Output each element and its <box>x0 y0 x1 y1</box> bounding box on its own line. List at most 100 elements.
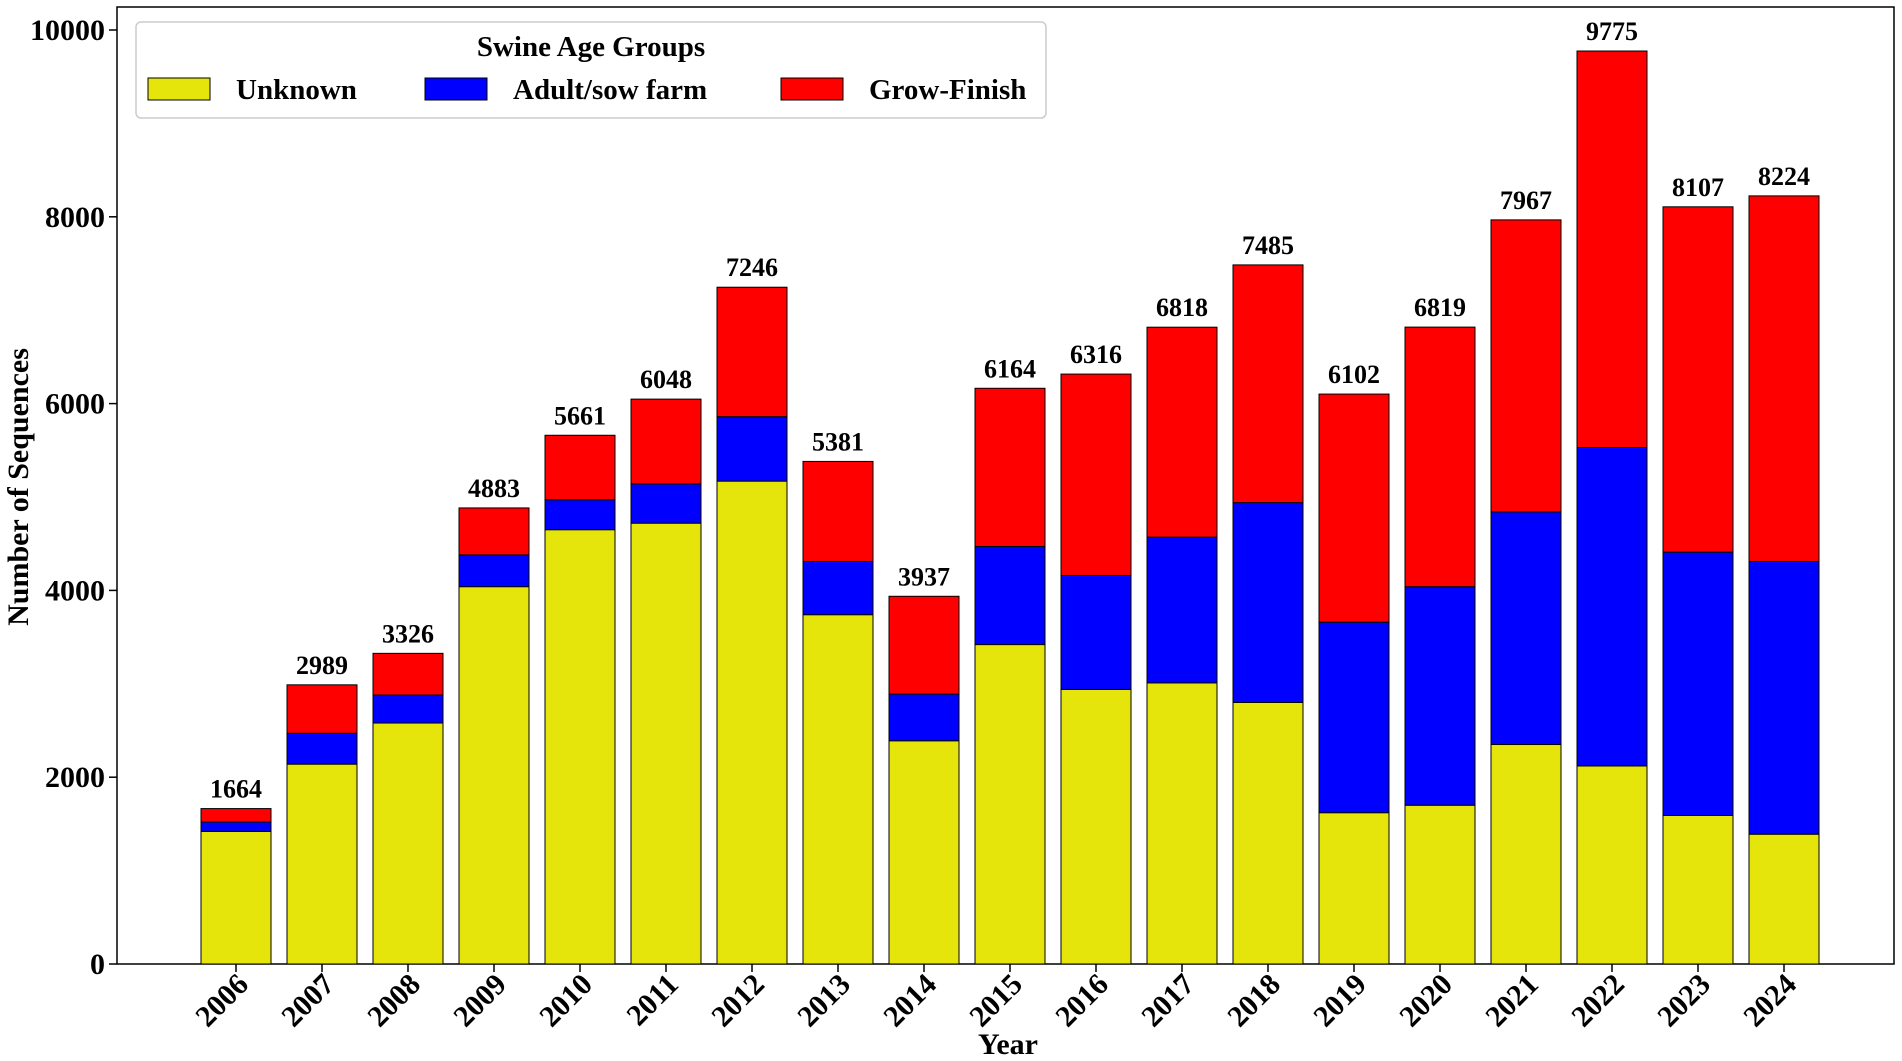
bar-segment-adult-sow-farm-2007 <box>286 732 358 765</box>
bar-segment-unknown-2008 <box>372 722 444 965</box>
bar-segment-unknown-2013 <box>802 614 874 965</box>
bar-segment-grow-finish-2011 <box>630 398 702 485</box>
total-label-2015: 6164 <box>984 354 1036 383</box>
x-tick-label-2015: 2015 <box>963 968 1029 1034</box>
x-tick-label-2023: 2023 <box>1651 968 1717 1034</box>
x-tick-label-2019: 2019 <box>1307 968 1373 1034</box>
y-tick-label-10000: 10000 <box>30 14 105 47</box>
total-label-2023: 8107 <box>1672 173 1724 202</box>
bar-segment-grow-finish-2014 <box>888 595 960 695</box>
total-label-2019: 6102 <box>1328 360 1380 389</box>
bar-segment-adult-sow-farm-2015 <box>974 546 1046 646</box>
bar-segment-adult-sow-farm-2017 <box>1146 536 1218 684</box>
legend-label-unknown: Unknown <box>236 74 357 106</box>
bar-segment-grow-finish-2015 <box>974 387 1046 548</box>
bar-segment-grow-finish-2010 <box>544 434 616 501</box>
bar-segment-unknown-2023 <box>1662 814 1734 965</box>
bar-segment-unknown-2018 <box>1232 701 1304 965</box>
legend-swatch-adult-sow-farm <box>424 77 488 101</box>
bar-segment-adult-sow-farm-2013 <box>802 560 874 616</box>
bar-segment-adult-sow-farm-2024 <box>1748 560 1820 835</box>
y-tick-label-8000: 8000 <box>45 201 105 234</box>
bar-segment-unknown-2010 <box>544 529 616 965</box>
bar-segment-unknown-2012 <box>716 480 788 965</box>
legend-label-grow-finish: Grow-Finish <box>869 74 1026 106</box>
y-tick-label-0: 0 <box>90 948 105 981</box>
bar-segment-adult-sow-farm-2021 <box>1490 511 1562 746</box>
bar-segment-grow-finish-2023 <box>1662 206 1734 553</box>
total-label-2011: 6048 <box>640 365 692 394</box>
x-tick-label-2013: 2013 <box>791 968 857 1034</box>
bar-segment-adult-sow-farm-2012 <box>716 416 788 482</box>
y-tick-label-2000: 2000 <box>45 761 105 794</box>
x-tick-label-2018: 2018 <box>1221 968 1287 1034</box>
bar-segment-grow-finish-2013 <box>802 460 874 562</box>
total-label-2008: 3326 <box>382 619 434 648</box>
bar-segment-unknown-2021 <box>1490 744 1562 965</box>
bar-segment-grow-finish-2024 <box>1748 195 1820 562</box>
bar-segment-grow-finish-2021 <box>1490 219 1562 513</box>
total-label-2007: 2989 <box>296 651 348 680</box>
bar-segment-grow-finish-2006 <box>200 808 272 823</box>
y-tick-label-4000: 4000 <box>45 574 105 607</box>
bar-segment-adult-sow-farm-2006 <box>200 821 272 832</box>
legend-label-adult-sow-farm: Adult/sow farm <box>513 74 707 106</box>
bar-segment-grow-finish-2020 <box>1404 326 1476 588</box>
bar-segment-adult-sow-farm-2020 <box>1404 586 1476 806</box>
bar-segment-grow-finish-2008 <box>372 652 444 696</box>
total-label-2016: 6316 <box>1070 340 1122 369</box>
x-tick-label-2017: 2017 <box>1135 968 1201 1034</box>
bars-layer <box>200 50 1820 965</box>
total-label-2022: 9775 <box>1586 17 1638 46</box>
bar-segment-unknown-2006 <box>200 830 272 965</box>
total-label-2021: 7967 <box>1500 186 1552 215</box>
total-label-2020: 6819 <box>1414 293 1466 322</box>
bar-segment-grow-finish-2019 <box>1318 393 1390 623</box>
total-label-2014: 3937 <box>898 562 950 591</box>
x-tick-label-2022: 2022 <box>1565 968 1631 1034</box>
legend: Swine Age Groups Unknown Adult/sow farm Gr… <box>135 21 1047 119</box>
bar-segment-adult-sow-farm-2010 <box>544 499 616 531</box>
total-label-2012: 7246 <box>726 253 778 282</box>
total-label-2017: 6818 <box>1156 293 1208 322</box>
bar-segment-unknown-2017 <box>1146 682 1218 965</box>
total-label-2024: 8224 <box>1758 162 1810 191</box>
x-axis-label: Year <box>978 1028 1038 1061</box>
y-tick-label-6000: 6000 <box>45 388 105 421</box>
bar-segment-unknown-2014 <box>888 740 960 965</box>
bar-segment-unknown-2022 <box>1576 765 1648 965</box>
bar-segment-adult-sow-farm-2011 <box>630 483 702 524</box>
bar-segment-grow-finish-2007 <box>286 684 358 734</box>
x-tick-label-2010: 2010 <box>533 968 599 1034</box>
x-tick-label-2016: 2016 <box>1049 968 1115 1034</box>
bar-segment-unknown-2019 <box>1318 812 1390 965</box>
bar-segment-unknown-2007 <box>286 763 358 965</box>
total-label-2013: 5381 <box>812 427 864 456</box>
bar-segment-unknown-2020 <box>1404 804 1476 965</box>
x-tick-label-2012: 2012 <box>705 968 771 1034</box>
legend-entries: Unknown Adult/sow farm Grow-Finish <box>147 74 1026 106</box>
x-tick-label-2020: 2020 <box>1393 968 1459 1034</box>
x-tick-label-2024: 2024 <box>1737 968 1803 1034</box>
bar-segment-adult-sow-farm-2018 <box>1232 502 1304 703</box>
legend-swatch-grow-finish <box>780 77 844 101</box>
x-tick-label-2011: 2011 <box>620 968 685 1033</box>
bar-segment-grow-finish-2017 <box>1146 326 1218 538</box>
bar-segment-adult-sow-farm-2016 <box>1060 574 1132 690</box>
bar-segment-adult-sow-farm-2022 <box>1576 446 1648 767</box>
bar-segment-grow-finish-2009 <box>458 507 530 556</box>
total-label-2010: 5661 <box>554 401 606 430</box>
total-label-2018: 7485 <box>1242 231 1294 260</box>
bar-segment-adult-sow-farm-2014 <box>888 693 960 742</box>
bar-segment-adult-sow-farm-2023 <box>1662 551 1734 816</box>
x-tick-label-2006: 2006 <box>189 968 255 1034</box>
bar-segment-unknown-2011 <box>630 522 702 965</box>
y-axis: 0 2000 4000 6000 8000 10000 <box>30 14 117 981</box>
x-tick-label-2009: 2009 <box>447 968 513 1034</box>
x-tick-label-2007: 2007 <box>275 968 341 1034</box>
bar-segment-unknown-2024 <box>1748 833 1820 965</box>
x-tick-label-2014: 2014 <box>877 968 943 1034</box>
bar-segment-grow-finish-2016 <box>1060 373 1132 576</box>
bar-segment-unknown-2015 <box>974 644 1046 965</box>
